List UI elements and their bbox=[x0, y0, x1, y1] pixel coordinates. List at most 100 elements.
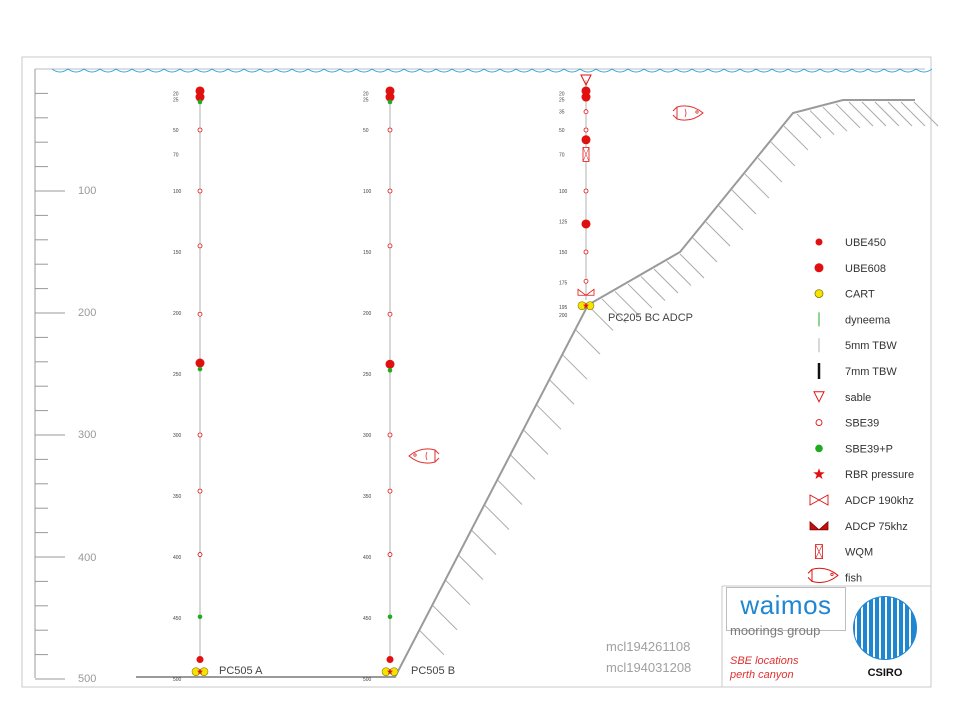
seabed-hatch-line bbox=[835, 103, 861, 129]
depth-label: 300 bbox=[173, 433, 182, 439]
sbe39-icon bbox=[815, 419, 823, 427]
instrument-sable bbox=[580, 74, 592, 87]
instrument-sbe39 bbox=[387, 243, 393, 249]
legend-item-adcp190: ADCP 190khz bbox=[809, 494, 914, 507]
ube608-float bbox=[385, 92, 395, 102]
mooring-instruments bbox=[381, 86, 399, 676]
sbe39-sensor bbox=[387, 432, 393, 438]
depth-label: 300 bbox=[363, 433, 372, 439]
depth-label-200: 200 bbox=[78, 307, 96, 319]
legend-item-ube450: UBE450 bbox=[815, 237, 886, 249]
legend-label: 5mm TBW bbox=[845, 340, 897, 352]
ube450-icon bbox=[815, 238, 823, 246]
mooring-code-2: mcl194031208 bbox=[606, 660, 691, 675]
depth-label: 70 bbox=[559, 152, 565, 158]
depth-label: 200 bbox=[173, 311, 182, 317]
ube608-icon bbox=[814, 263, 824, 273]
depth-label: 125 bbox=[559, 220, 568, 226]
seabed-hatch-line bbox=[523, 430, 549, 455]
seabed-hatch-line bbox=[458, 555, 484, 580]
seabed-hatch-line bbox=[432, 605, 458, 631]
legend-label: sable bbox=[845, 392, 871, 404]
instrument-sbe39-p bbox=[387, 614, 393, 620]
ube608-float bbox=[581, 135, 591, 145]
seabed-hatch-line bbox=[640, 276, 666, 301]
depth-label: 50 bbox=[559, 128, 565, 134]
rbr-pressure-star bbox=[196, 668, 204, 675]
sbe39p-sensor bbox=[197, 366, 203, 372]
wqm-cross bbox=[582, 147, 590, 162]
instrument-cart bbox=[191, 667, 209, 676]
sbe-locations-text: SBE locations bbox=[730, 655, 799, 667]
sbe39-sensor bbox=[583, 249, 589, 255]
seabed-hatch-line bbox=[419, 630, 445, 656]
ube450-float bbox=[196, 655, 204, 663]
depth-label: 250 bbox=[363, 372, 372, 378]
seabed-hatch-line bbox=[549, 379, 575, 405]
sbe39-sensor bbox=[197, 243, 203, 249]
seabed-hatch-line bbox=[471, 530, 497, 555]
legend-label: WQM bbox=[845, 547, 873, 559]
instrument-ube608 bbox=[581, 92, 591, 102]
depth-label: 25 bbox=[363, 98, 369, 104]
depth-label-100: 100 bbox=[78, 185, 96, 197]
depth-axis-ticks bbox=[35, 92, 65, 680]
csiro-logo-text: CSIRO bbox=[868, 667, 903, 679]
instrument-sbe39 bbox=[583, 127, 589, 133]
sbe39-sensor bbox=[197, 552, 203, 557]
depth-label-300: 300 bbox=[78, 429, 96, 441]
depth-label: 400 bbox=[363, 555, 372, 561]
seabed-hatch-line bbox=[822, 106, 848, 132]
adcp-190-head bbox=[577, 288, 595, 296]
sbe39-sensor bbox=[583, 188, 589, 194]
sbe39-sensor bbox=[387, 127, 393, 133]
wqm-icon bbox=[815, 544, 823, 559]
depth-label: 50 bbox=[173, 128, 179, 134]
legend-label: ADCP 190khz bbox=[845, 495, 914, 507]
instrument-cart bbox=[577, 301, 595, 310]
seabed-hatch-line bbox=[887, 101, 913, 127]
depth-label: 20 bbox=[173, 91, 179, 97]
rbr-pressure-star bbox=[386, 668, 394, 675]
instrument-ube608 bbox=[385, 359, 395, 369]
instrument-sbe39 bbox=[387, 552, 393, 557]
csiro-logo: CSIRO bbox=[853, 596, 917, 679]
mooring-name: PC205 BC ADCP bbox=[608, 312, 693, 324]
seabed-hatch-line bbox=[497, 480, 523, 505]
seabed-hatch-line bbox=[913, 101, 939, 127]
instrument-sbe39 bbox=[387, 488, 393, 494]
depth-label: 450 bbox=[173, 616, 182, 622]
sbe39-sensor bbox=[197, 432, 203, 438]
instrument-sbe39 bbox=[197, 311, 203, 317]
legend-label: SBE39+P bbox=[845, 443, 893, 455]
instrument-sbe39 bbox=[387, 432, 393, 438]
depth-label-400: 400 bbox=[78, 552, 96, 564]
instrument-sbe39 bbox=[197, 488, 203, 494]
legend-item-cart: CART bbox=[814, 289, 875, 301]
moorings-group-text: moorings group bbox=[730, 623, 821, 638]
instrument-sbe39 bbox=[387, 127, 393, 133]
sbe39-sensor bbox=[197, 488, 203, 494]
seabed-hatch-line bbox=[484, 505, 510, 530]
depth-label: 200 bbox=[363, 311, 372, 317]
depth-label: 150 bbox=[363, 250, 372, 256]
seabed-hatch-line bbox=[718, 205, 744, 231]
instrument-sbe39-p bbox=[387, 368, 393, 373]
sbe39-sensor bbox=[197, 127, 203, 133]
legend-item-tbw5: 5mm TBW bbox=[818, 338, 897, 353]
seabed-hatch-line bbox=[809, 110, 835, 135]
instrument-sbe39 bbox=[197, 552, 203, 557]
moorings-group-box: moorings group bbox=[726, 620, 844, 644]
legend-label: dyneema bbox=[845, 314, 891, 326]
seabed-hatch-line bbox=[900, 101, 926, 127]
instrument-ube608 bbox=[195, 92, 205, 102]
instrument-cart bbox=[381, 667, 399, 676]
sbe39-sensor bbox=[387, 243, 393, 249]
legend-item-sbe39: SBE39 bbox=[815, 418, 879, 430]
instrument-sbe39 bbox=[197, 127, 203, 133]
legend-item-wqm: WQM bbox=[815, 544, 873, 559]
ube608-float bbox=[385, 359, 395, 369]
fish-icon bbox=[408, 448, 440, 464]
